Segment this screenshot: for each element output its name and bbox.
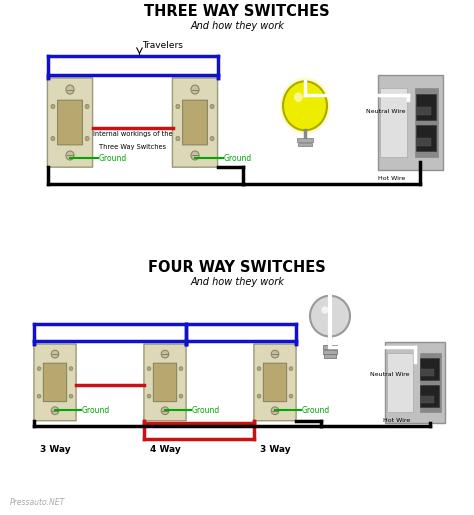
Circle shape (161, 350, 169, 358)
Circle shape (66, 151, 74, 160)
Circle shape (289, 367, 293, 371)
Circle shape (179, 367, 183, 371)
Circle shape (280, 78, 330, 134)
Circle shape (176, 136, 180, 141)
Text: Hot Wire: Hot Wire (378, 176, 405, 181)
Bar (299, 143, 311, 146)
Bar (387, 353, 412, 412)
Circle shape (321, 306, 328, 314)
Bar (323, 350, 337, 354)
FancyBboxPatch shape (154, 363, 177, 402)
Circle shape (69, 394, 73, 398)
Circle shape (85, 104, 89, 109)
Bar (416, 125, 436, 151)
Text: Pressauto.NET: Pressauto.NET (10, 498, 65, 507)
Bar (378, 75, 443, 170)
FancyBboxPatch shape (182, 100, 208, 145)
Bar (420, 358, 439, 380)
Text: Ground: Ground (99, 153, 127, 163)
FancyBboxPatch shape (47, 78, 92, 167)
Bar (416, 94, 436, 120)
FancyBboxPatch shape (44, 363, 67, 402)
Bar (420, 353, 441, 412)
Circle shape (147, 394, 151, 398)
Circle shape (179, 394, 183, 398)
Text: Hot Wire: Hot Wire (383, 418, 410, 423)
Bar (421, 369, 434, 375)
Circle shape (51, 407, 59, 415)
Circle shape (37, 394, 41, 398)
Text: Neutral Wire: Neutral Wire (365, 109, 405, 114)
FancyBboxPatch shape (264, 363, 287, 402)
FancyBboxPatch shape (34, 344, 76, 421)
Bar (380, 89, 407, 157)
Circle shape (289, 394, 293, 398)
Circle shape (51, 104, 55, 109)
Circle shape (283, 81, 327, 130)
Circle shape (271, 350, 279, 358)
Circle shape (257, 367, 261, 371)
Circle shape (66, 85, 74, 94)
FancyBboxPatch shape (173, 78, 218, 167)
Circle shape (51, 136, 55, 141)
Circle shape (176, 104, 180, 109)
Text: Neutral Wire: Neutral Wire (371, 372, 410, 377)
Circle shape (294, 92, 303, 102)
Text: Internal workings of the: Internal workings of the (93, 131, 173, 136)
Text: And how they work: And how they work (190, 278, 284, 287)
Bar (421, 396, 434, 403)
Circle shape (161, 407, 169, 415)
Bar (377, 75, 443, 170)
Text: And how they work: And how they work (190, 21, 284, 30)
Bar (297, 138, 313, 142)
Circle shape (210, 136, 214, 141)
Text: Ground: Ground (224, 153, 252, 163)
Circle shape (271, 407, 279, 415)
Circle shape (85, 136, 89, 141)
FancyBboxPatch shape (254, 344, 296, 421)
Circle shape (257, 394, 261, 398)
Text: Three Way Switches: Three Way Switches (99, 144, 166, 150)
Bar (324, 354, 336, 358)
Text: THREE WAY SWITCHES: THREE WAY SWITCHES (144, 4, 330, 19)
Text: 3 Way: 3 Way (40, 445, 70, 454)
Text: Travelers: Travelers (143, 41, 183, 50)
Bar (420, 385, 439, 407)
Text: Ground: Ground (302, 406, 330, 415)
Circle shape (191, 85, 199, 94)
Text: 3 Way: 3 Way (260, 445, 290, 454)
Text: Ground: Ground (192, 406, 220, 415)
Circle shape (37, 367, 41, 371)
Circle shape (51, 350, 59, 358)
Text: 4 Way: 4 Way (150, 445, 181, 454)
FancyBboxPatch shape (57, 100, 82, 145)
Circle shape (147, 367, 151, 371)
Bar (323, 346, 337, 349)
Circle shape (191, 151, 199, 160)
Bar (415, 89, 438, 157)
Circle shape (69, 367, 73, 371)
Text: FOUR WAY SWITCHES: FOUR WAY SWITCHES (148, 260, 326, 274)
Bar (385, 342, 445, 423)
Bar (417, 107, 430, 115)
Circle shape (210, 104, 214, 109)
Bar (417, 138, 430, 146)
Bar (385, 341, 445, 423)
Text: Ground: Ground (82, 406, 110, 415)
FancyBboxPatch shape (144, 344, 186, 421)
Circle shape (310, 296, 350, 336)
